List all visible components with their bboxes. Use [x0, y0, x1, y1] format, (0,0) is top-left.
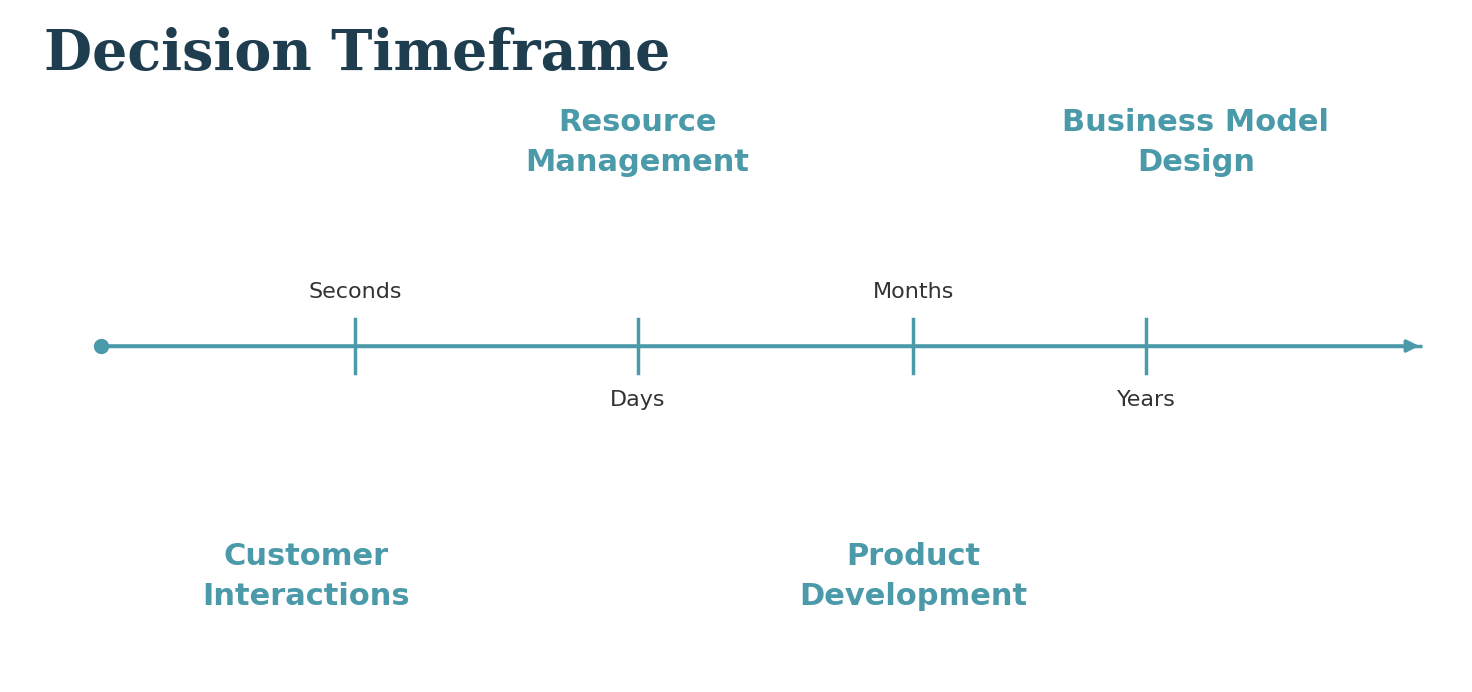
Text: Decision Timeframe: Decision Timeframe — [44, 27, 671, 82]
Text: Months: Months — [873, 282, 954, 302]
Text: Resource
Management: Resource Management — [526, 108, 749, 177]
Point — [88, 340, 112, 352]
Text: Seconds: Seconds — [308, 282, 402, 302]
Text: Customer
Interactions: Customer Interactions — [202, 542, 409, 611]
Text: Years: Years — [1117, 390, 1176, 410]
Text: Business Model
Design: Business Model Design — [1063, 108, 1329, 177]
Text: Days: Days — [609, 390, 665, 410]
Text: Product
Development: Product Development — [799, 542, 1027, 611]
